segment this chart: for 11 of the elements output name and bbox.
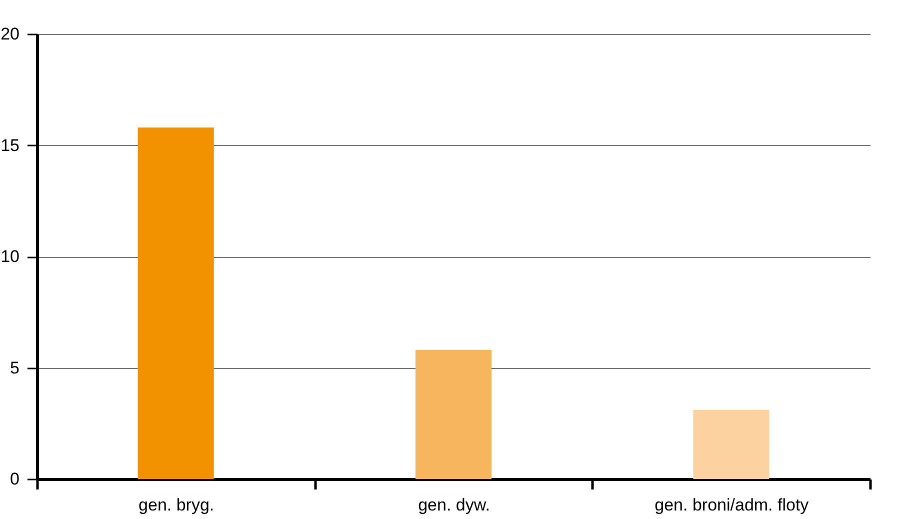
bar [693, 410, 770, 479]
y-tick-label: 15 [0, 136, 20, 155]
y-tick-label: 20 [0, 24, 20, 44]
x-tick-label: gen. dyw. [418, 496, 490, 514]
x-tick-label: gen. broni/adm. floty [654, 496, 810, 514]
y-tick-label: 10 [0, 247, 20, 266]
bar [416, 350, 492, 479]
y-tick-label: 0 [10, 470, 20, 488]
bar [138, 127, 214, 479]
x-tick-label: gen. bryg. [138, 496, 214, 514]
y-tick-label: 5 [10, 358, 20, 378]
